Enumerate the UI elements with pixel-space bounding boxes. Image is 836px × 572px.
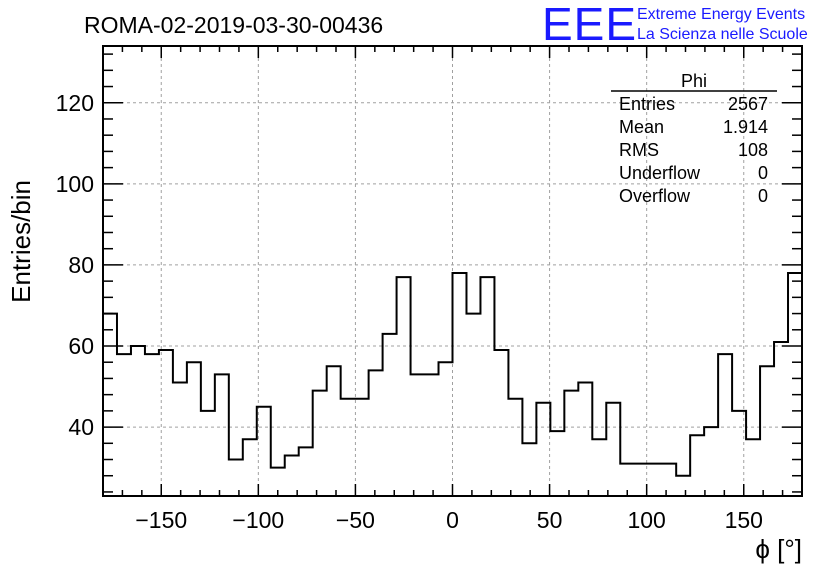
stats-label-mean: Mean [619, 117, 664, 137]
x-tick-label: 50 [537, 507, 563, 533]
x-tick-label: 0 [446, 507, 459, 533]
y-tick-label: 120 [56, 90, 94, 116]
stats-box: Phi Entries 2567 Mean 1.914 RMS 108 Unde… [611, 71, 777, 206]
chart-title: ROMA-02-2019-03-30-00436 [84, 12, 383, 38]
x-axis-label: ϕ [°] [755, 534, 802, 564]
stats-value-underflow: 0 [758, 163, 768, 183]
y-tick-label: 100 [56, 171, 94, 197]
stats-value-overflow: 0 [758, 186, 768, 206]
eee-logo: EEE Extreme Energy Events La Scienza nel… [542, 0, 808, 50]
stats-value-rms: 108 [738, 140, 768, 160]
stats-header: Phi [681, 71, 707, 91]
y-tick-label: 40 [68, 414, 94, 440]
y-tick-label: 80 [68, 252, 94, 278]
stats-label-rms: RMS [619, 140, 659, 160]
eee-logo-line1: Extreme Energy Events [637, 6, 805, 23]
x-tick-label: −50 [336, 507, 375, 533]
x-tick-label: −150 [135, 507, 187, 533]
x-tick-label: 100 [627, 507, 665, 533]
eee-logo-line2: La Scienza nelle Scuole [637, 26, 808, 43]
y-axis-label: Entries/bin [6, 180, 36, 303]
histogram-line [103, 272, 802, 477]
stats-value-entries: 2567 [728, 94, 768, 114]
x-tick-label: 150 [725, 507, 763, 533]
stats-label-underflow: Underflow [619, 163, 701, 183]
grid-lines [103, 46, 802, 496]
eee-logo-mark: EEE [542, 0, 637, 50]
stats-label-entries: Entries [619, 94, 675, 114]
x-tick-label: −100 [232, 507, 284, 533]
tick-labels: −150 −100 −50 0 50 100 150 40 60 80 100 120 [56, 90, 763, 533]
axis-ticks [102, 46, 803, 496]
stats-label-overflow: Overflow [619, 186, 691, 206]
y-tick-label: 60 [68, 333, 94, 359]
stats-value-mean: 1.914 [723, 117, 768, 137]
